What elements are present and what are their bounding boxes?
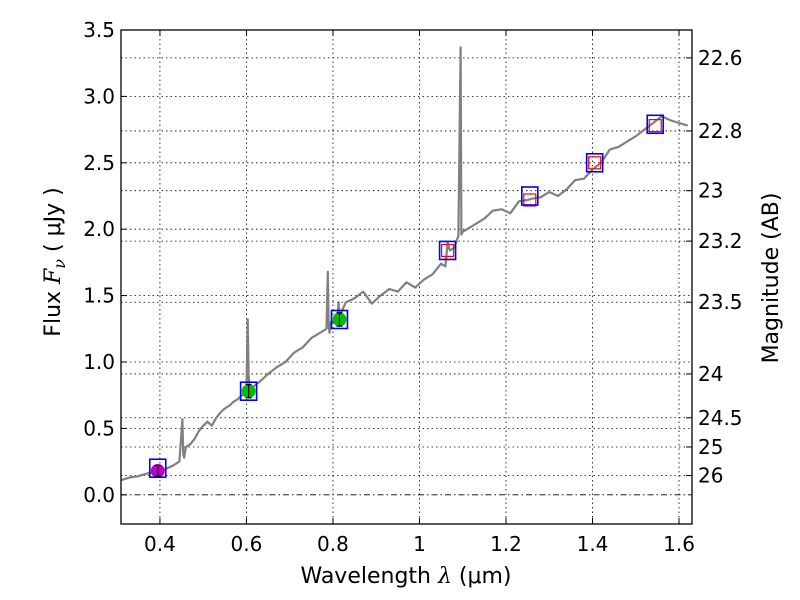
series-layer (120, 46, 689, 482)
y-tick-label: 3.0 (83, 84, 115, 108)
y-tick-label: 3.5 (83, 18, 115, 42)
tick-labels: 0.4 0.6 0.8 1 1.2 1.4 1.6 0.0 0.5 1.0 1.5 2.0 2.5 3.0… (83, 18, 742, 556)
plot-background (121, 30, 692, 524)
upper-limit-marker (588, 156, 602, 170)
upper-limit-marker (523, 193, 537, 207)
plot-frame (120, 29, 693, 525)
y-axis-title: Flux Fν ( μJy ) (41, 187, 69, 336)
y-tick-label: 1.0 (83, 350, 115, 374)
y2-tick-label: 24.5 (698, 406, 743, 430)
y-tick-label: 0.0 (83, 483, 115, 507)
upper-limit-marker (648, 119, 662, 133)
model-photometry-marker (438, 240, 457, 261)
y2-tick-label: 23.2 (698, 229, 743, 253)
y2-tick-label: 24 (698, 362, 723, 386)
model-photometry-marker (330, 309, 349, 330)
y2-tick-label: 23 (698, 179, 723, 203)
x-axis-title: Wavelength λ (μm) (300, 564, 511, 589)
y2-tick-label: 22.6 (698, 46, 743, 70)
upper-limit-marker (440, 243, 455, 258)
y-tick-label: 1.5 (83, 284, 115, 308)
x-tick-label: 0.8 (317, 532, 349, 556)
x-tick-label: 1.6 (663, 532, 695, 556)
y-tick-label: 2.0 (83, 217, 115, 241)
tick-marks (121, 29, 692, 524)
y2-tick-label: 26 (698, 464, 723, 488)
y2-axis-title: Magnitude (AB) (759, 193, 784, 364)
model-photometry-marker (148, 458, 167, 479)
x-tick-label: 1 (413, 532, 426, 556)
y2-tick-label: 25 (698, 435, 723, 459)
y-tick-label: 2.5 (83, 151, 115, 175)
y2-tick-label: 23.5 (698, 290, 743, 314)
x-tick-label: 1.4 (577, 532, 609, 556)
model-photometry-marker (646, 114, 665, 135)
x-tick-label: 0.6 (231, 532, 263, 556)
model-photometry-marker (520, 186, 539, 206)
model-photometry-marker (239, 381, 258, 402)
y-tick-label: 0.5 (83, 416, 115, 440)
x-tick-label: 1.2 (490, 532, 522, 556)
model-photometry-marker (585, 152, 604, 173)
y2-tick-label: 22.8 (698, 119, 743, 143)
spectrum-line (120, 46, 689, 482)
x-tick-label: 0.4 (144, 532, 176, 556)
